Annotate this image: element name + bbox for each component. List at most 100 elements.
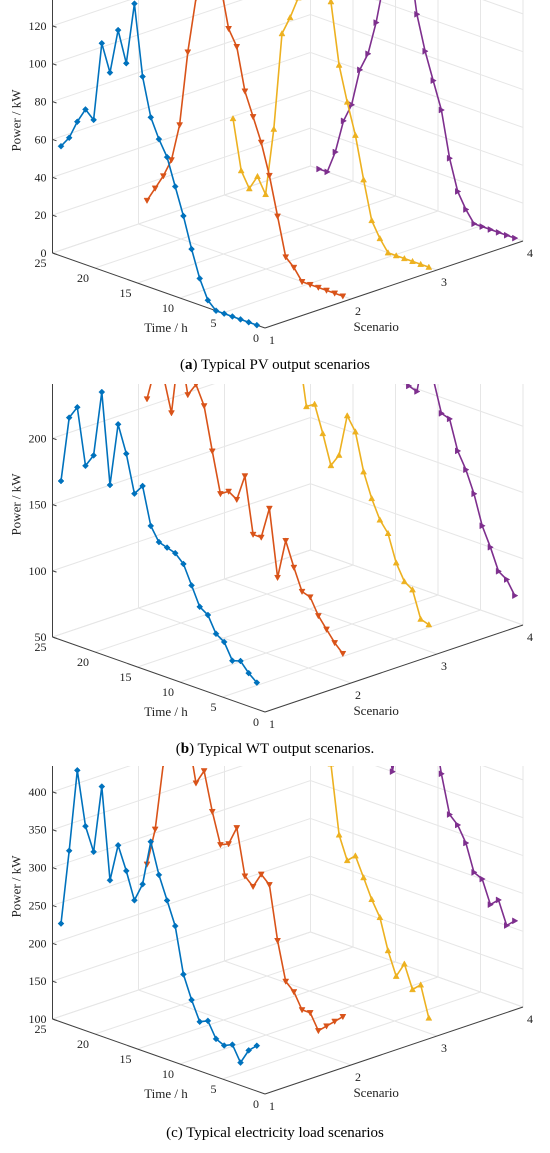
back-wall-grid-line [52, 14, 311, 103]
data-point-marker [200, 768, 208, 775]
data-point-marker [147, 113, 155, 121]
data-point-marker [253, 321, 261, 329]
data-point-marker [316, 165, 323, 173]
scenario-tick-label: 2 [355, 304, 361, 318]
data-point-marker [327, 461, 335, 469]
data-point-marker [487, 543, 494, 551]
floor-grid-time-line [222, 991, 481, 1080]
data-point-marker [406, 384, 413, 390]
time-axis-line [52, 636, 266, 713]
data-point-marker [384, 529, 392, 537]
data-point-marker [257, 871, 265, 878]
data-point-marker [229, 657, 236, 665]
data-point-marker [233, 496, 241, 504]
data-point-marker [471, 220, 478, 228]
back-wall-grid-line [52, 384, 215, 439]
chart-wt-output: 5010015020025005101520251234Power / kWTi… [9, 384, 533, 729]
floor-grid-time-line [222, 609, 481, 698]
power-tick-mark [52, 214, 57, 218]
side-wall-grid-line [310, 483, 524, 560]
data-point-marker [409, 985, 416, 993]
caption-a: (a) Typical PV output scenarios [179, 357, 371, 373]
data-point-marker [241, 873, 249, 880]
data-point-marker [147, 838, 155, 846]
data-point-marker [57, 477, 65, 485]
data-point-marker [65, 414, 73, 421]
side-wall-grid-line [310, 931, 524, 1008]
series-line-scenario-3 [302, 384, 430, 626]
data-point-marker [438, 770, 445, 778]
data-point-marker [384, 947, 392, 954]
time-tick-label: 25 [35, 1022, 47, 1036]
scenario-axis-title: Scenario [353, 703, 398, 718]
data-point-marker [368, 494, 376, 502]
scenario-tick-label: 4 [527, 630, 533, 644]
series-line-scenario-2 [146, 0, 344, 297]
power-tick-mark [52, 138, 57, 142]
power-tick-label: 100 [29, 57, 47, 71]
floor-grid-time-line [137, 579, 396, 668]
data-point-marker [225, 26, 233, 33]
power-tick-mark [52, 25, 57, 28]
time-tick-label: 5 [211, 700, 217, 714]
data-point-marker [184, 392, 192, 399]
data-point-marker [204, 1017, 212, 1025]
data-point-marker [438, 409, 445, 417]
data-point-marker [319, 429, 327, 437]
data-point-marker [253, 679, 261, 686]
side-wall-grid-line [310, 855, 524, 932]
data-point-marker [286, 14, 294, 21]
series-scenario-1 [57, 766, 261, 1066]
data-point-marker [290, 264, 298, 271]
data-point-marker [384, 249, 392, 256]
caption-a-letter: a [184, 357, 193, 373]
side-wall-grid-line [310, 127, 524, 204]
data-point-marker [504, 922, 511, 929]
power-axis-title: Power / kW [9, 473, 24, 536]
scenario-tick-label: 4 [527, 1012, 533, 1026]
side-wall-grid-line [374, 766, 524, 819]
data-point-marker [147, 522, 155, 530]
data-point-marker [168, 410, 175, 417]
data-point-marker [98, 39, 106, 47]
floor-grid-scenario-line [224, 960, 438, 1037]
scenario-axis-line [264, 1006, 524, 1095]
power-tick-label: 200 [29, 431, 47, 445]
data-point-marker [463, 466, 470, 474]
floor-grid-time-line [222, 225, 481, 314]
series-scenario-1 [57, 388, 261, 686]
back-wall-grid-line [52, 893, 311, 982]
data-point-marker [376, 234, 384, 242]
data-point-marker [400, 254, 408, 262]
data-point-marker [233, 44, 241, 51]
time-tick-label: 15 [120, 670, 132, 684]
scenario-tick-label: 3 [441, 1041, 447, 1055]
time-tick-label: 20 [77, 1037, 89, 1051]
data-point-marker [176, 122, 184, 129]
power-tick-label: 150 [29, 498, 47, 512]
data-point-marker [368, 895, 376, 903]
data-point-marker [339, 650, 347, 658]
data-point-marker [282, 538, 290, 545]
data-point-marker [327, 0, 335, 5]
data-point-marker [237, 1059, 244, 1066]
data-point-marker [114, 420, 122, 428]
power-tick-label: 250 [29, 898, 47, 912]
time-tick-label: 25 [35, 256, 47, 270]
scenario-axis-title: Scenario [353, 1085, 398, 1100]
data-point-marker [392, 252, 400, 259]
data-point-marker [479, 522, 486, 530]
power-tick-label: 80 [35, 95, 47, 109]
data-point-marker [241, 473, 249, 480]
caption-a-text: Typical PV output scenarios [197, 357, 371, 373]
data-point-marker [212, 1035, 220, 1043]
power-tick-mark [52, 570, 57, 573]
power-tick-label: 50 [35, 630, 47, 644]
data-point-marker [131, 896, 138, 904]
time-tick-label: 0 [253, 715, 259, 729]
data-point-marker [122, 59, 130, 67]
data-point-marker [357, 66, 364, 74]
chart-electricity-load: 10015020025030035040045005101520251234Po… [9, 766, 533, 1111]
back-wall-grid-line [52, 0, 131, 27]
data-point-marker [122, 450, 130, 458]
